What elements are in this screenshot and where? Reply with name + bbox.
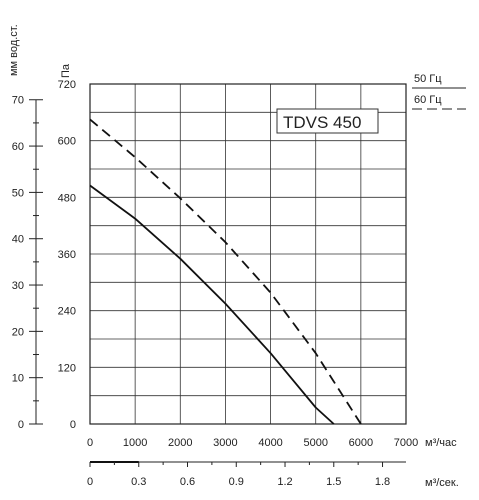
y2-tick-label-0: 0 — [18, 419, 24, 431]
x-tick-label-3: 3000 — [213, 437, 237, 449]
legend-label-60hz: 60 Гц — [414, 94, 442, 106]
x-tick-label-6: 6000 — [349, 437, 373, 449]
y2-tick-label-2: 20 — [12, 326, 24, 338]
y-tick-label-5: 600 — [58, 136, 76, 148]
axes: 0 120 240 360 480 600 720 0 10 20 30 40 50 60 70 0 1000 2… — [12, 79, 418, 488]
y2-tick-label-3: 30 — [12, 280, 24, 292]
x2-tick-label-4: 1.2 — [277, 476, 292, 488]
series-lines — [89, 118, 362, 425]
x2-axis-label-m3s: м³/сек. — [425, 477, 459, 489]
x-tick-label-0: 0 — [87, 437, 93, 449]
y-axis-label-pa: Па — [60, 63, 72, 78]
chart-title: TDVS 450 — [283, 113, 361, 132]
y-tick-label-1: 120 — [58, 362, 76, 374]
x-axis-label-m3h: м³/час — [425, 437, 457, 449]
y2-tick-label-1: 10 — [12, 373, 24, 385]
y2-tick-label-4: 40 — [12, 234, 24, 246]
x2-tick-label-0: 0 — [87, 476, 93, 488]
x2-tick-label-3: 0.9 — [229, 476, 244, 488]
x2-tick-label-1: 0.3 — [131, 476, 146, 488]
y2-tick-label-7: 70 — [12, 95, 24, 107]
y-tick-label-4: 480 — [58, 192, 76, 204]
x2-tick-label-5: 1.5 — [326, 476, 341, 488]
grid-lines — [89, 83, 407, 425]
series-line-0 — [89, 184, 335, 425]
x-tick-label-1: 1000 — [123, 437, 147, 449]
x-tick-label-5: 5000 — [303, 437, 327, 449]
x2-tick-label-2: 0.6 — [180, 476, 195, 488]
chart-title-box: TDVS 450 — [276, 108, 379, 134]
x-tick-label-2: 2000 — [168, 437, 192, 449]
legend: 50 Гц 60 Гц — [412, 73, 466, 110]
y-tick-label-6: 720 — [58, 79, 76, 91]
x2-tick-label-6: 1.8 — [375, 476, 390, 488]
x-tick-label-4: 4000 — [258, 437, 282, 449]
plot-border — [89, 83, 407, 425]
y2-tick-label-6: 60 — [12, 141, 24, 153]
series-line-1 — [89, 118, 362, 425]
y-tick-label-0: 0 — [70, 419, 76, 431]
y2-tick-label-5: 50 — [12, 187, 24, 199]
y-tick-label-2: 240 — [58, 306, 76, 318]
y2-axis-label-mm: мм вод.ст. — [8, 24, 20, 76]
x-tick-label-7: 7000 — [394, 437, 418, 449]
legend-label-50hz: 50 Гц — [414, 73, 442, 85]
plot-frame — [89, 83, 407, 425]
y-tick-label-3: 360 — [58, 249, 76, 261]
